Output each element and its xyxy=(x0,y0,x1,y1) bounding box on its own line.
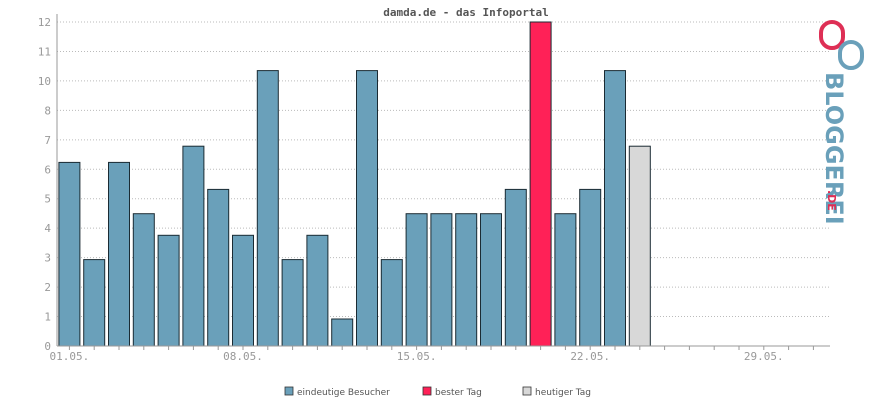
y-tick-label: 3 xyxy=(44,252,51,265)
x-tick-label: 15.05. xyxy=(397,350,437,363)
bar-best-day xyxy=(529,21,552,347)
x-tick-label: 22.05. xyxy=(570,350,610,363)
bar xyxy=(306,234,329,347)
bar xyxy=(554,213,577,347)
bar xyxy=(380,259,403,347)
legend-swatch xyxy=(422,386,432,396)
y-tick-label: 10 xyxy=(38,75,51,88)
bar xyxy=(455,213,478,347)
bar xyxy=(132,213,155,347)
bar xyxy=(356,70,378,347)
bar xyxy=(58,161,81,347)
bar xyxy=(480,213,502,347)
bar xyxy=(504,188,527,347)
x-tick-label: 29.05. xyxy=(744,350,784,363)
bar xyxy=(604,70,626,347)
bar xyxy=(232,234,254,347)
y-tick-label: 8 xyxy=(44,104,51,117)
bar xyxy=(256,70,279,347)
legend-label: eindeutige Besucher xyxy=(297,388,390,398)
logo-icon xyxy=(819,20,864,70)
y-tick-label: 5 xyxy=(44,193,51,206)
legend: eindeutige Besucher bester Tag heutiger Ta… xyxy=(284,386,591,398)
y-tick-label: 6 xyxy=(44,163,51,176)
bar xyxy=(281,259,304,347)
bars xyxy=(58,21,651,347)
legend-label: bester Tag xyxy=(435,388,482,398)
bar xyxy=(182,145,205,347)
bar xyxy=(430,213,453,347)
bar xyxy=(207,188,230,347)
y-tick-label: 2 xyxy=(44,281,51,294)
chart-title: damda.de - das Infoportal xyxy=(383,6,549,19)
bar xyxy=(108,161,130,347)
bar xyxy=(83,259,106,347)
bar xyxy=(157,234,180,347)
y-tick-label: 11 xyxy=(38,45,51,58)
x-tick-label: 01.05. xyxy=(50,350,90,363)
bar xyxy=(579,188,602,347)
bar xyxy=(405,213,428,347)
logo-text: BLOGGEREI xyxy=(820,72,848,225)
x-tick-label: 08.05. xyxy=(223,350,263,363)
y-tick-label: 12 xyxy=(38,16,51,29)
y-tick-label: 0 xyxy=(44,340,51,353)
legend-label: heutiger Tag xyxy=(535,388,591,398)
y-tick-label: 4 xyxy=(44,222,51,235)
y-tick-label: 7 xyxy=(44,134,51,147)
bloggerei-logo: BLOGGEREI .DE xyxy=(819,20,864,225)
y-tick-label: 1 xyxy=(44,311,51,324)
legend-swatch xyxy=(284,386,294,396)
legend-swatch xyxy=(522,386,532,396)
bar-today xyxy=(628,145,651,347)
bar xyxy=(331,318,354,347)
logo-suffix: .DE xyxy=(825,190,838,211)
